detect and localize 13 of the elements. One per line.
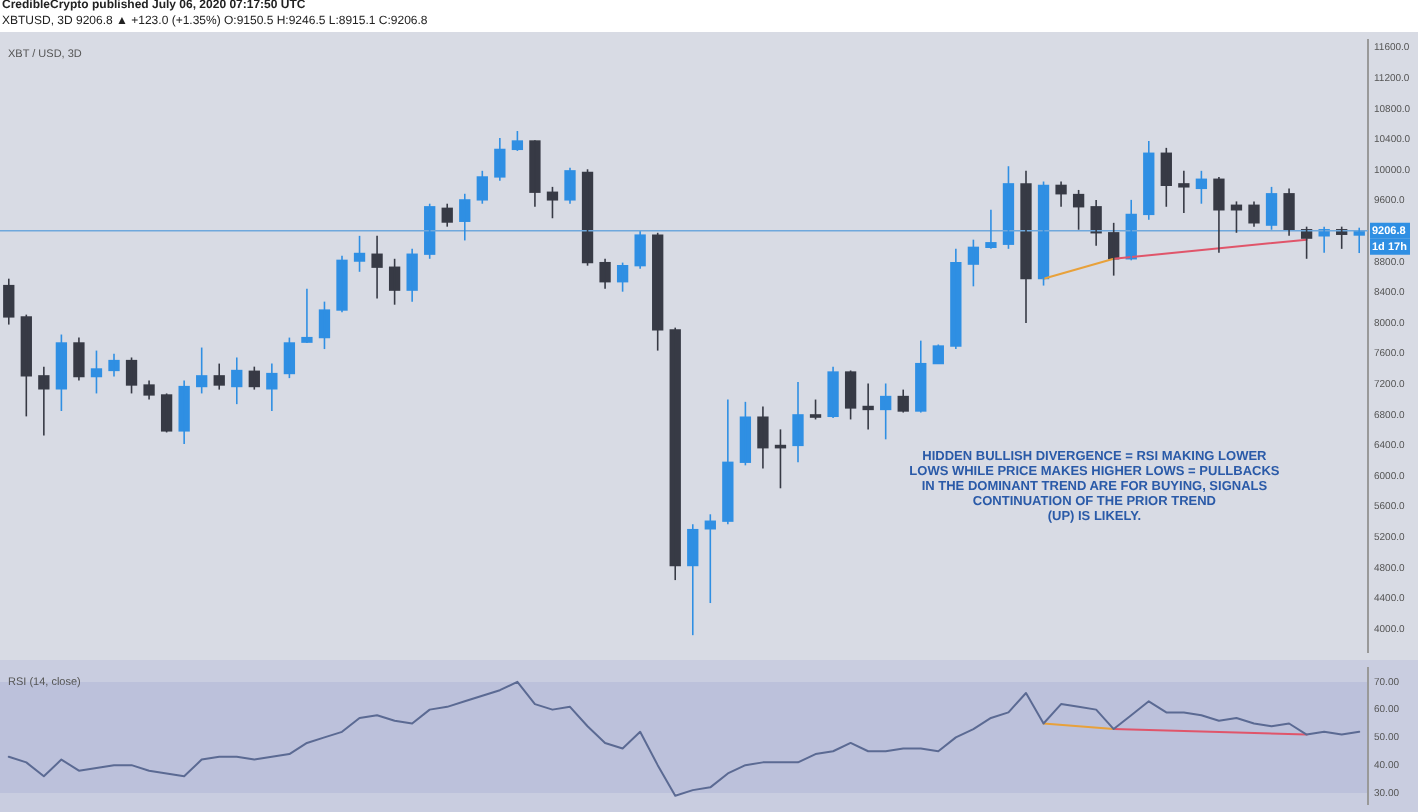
candlestick [301, 287, 313, 344]
candlestick [143, 379, 155, 401]
candlestick [160, 392, 173, 434]
candlestick [476, 170, 488, 205]
candlestick [1178, 170, 1190, 214]
candlestick [266, 362, 278, 412]
candlestick [511, 130, 524, 152]
candlestick [985, 209, 997, 250]
candlestick [844, 369, 857, 421]
candlestick [564, 166, 576, 205]
candlestick [809, 398, 822, 421]
candlestick [38, 365, 50, 437]
candlestick [55, 333, 68, 412]
